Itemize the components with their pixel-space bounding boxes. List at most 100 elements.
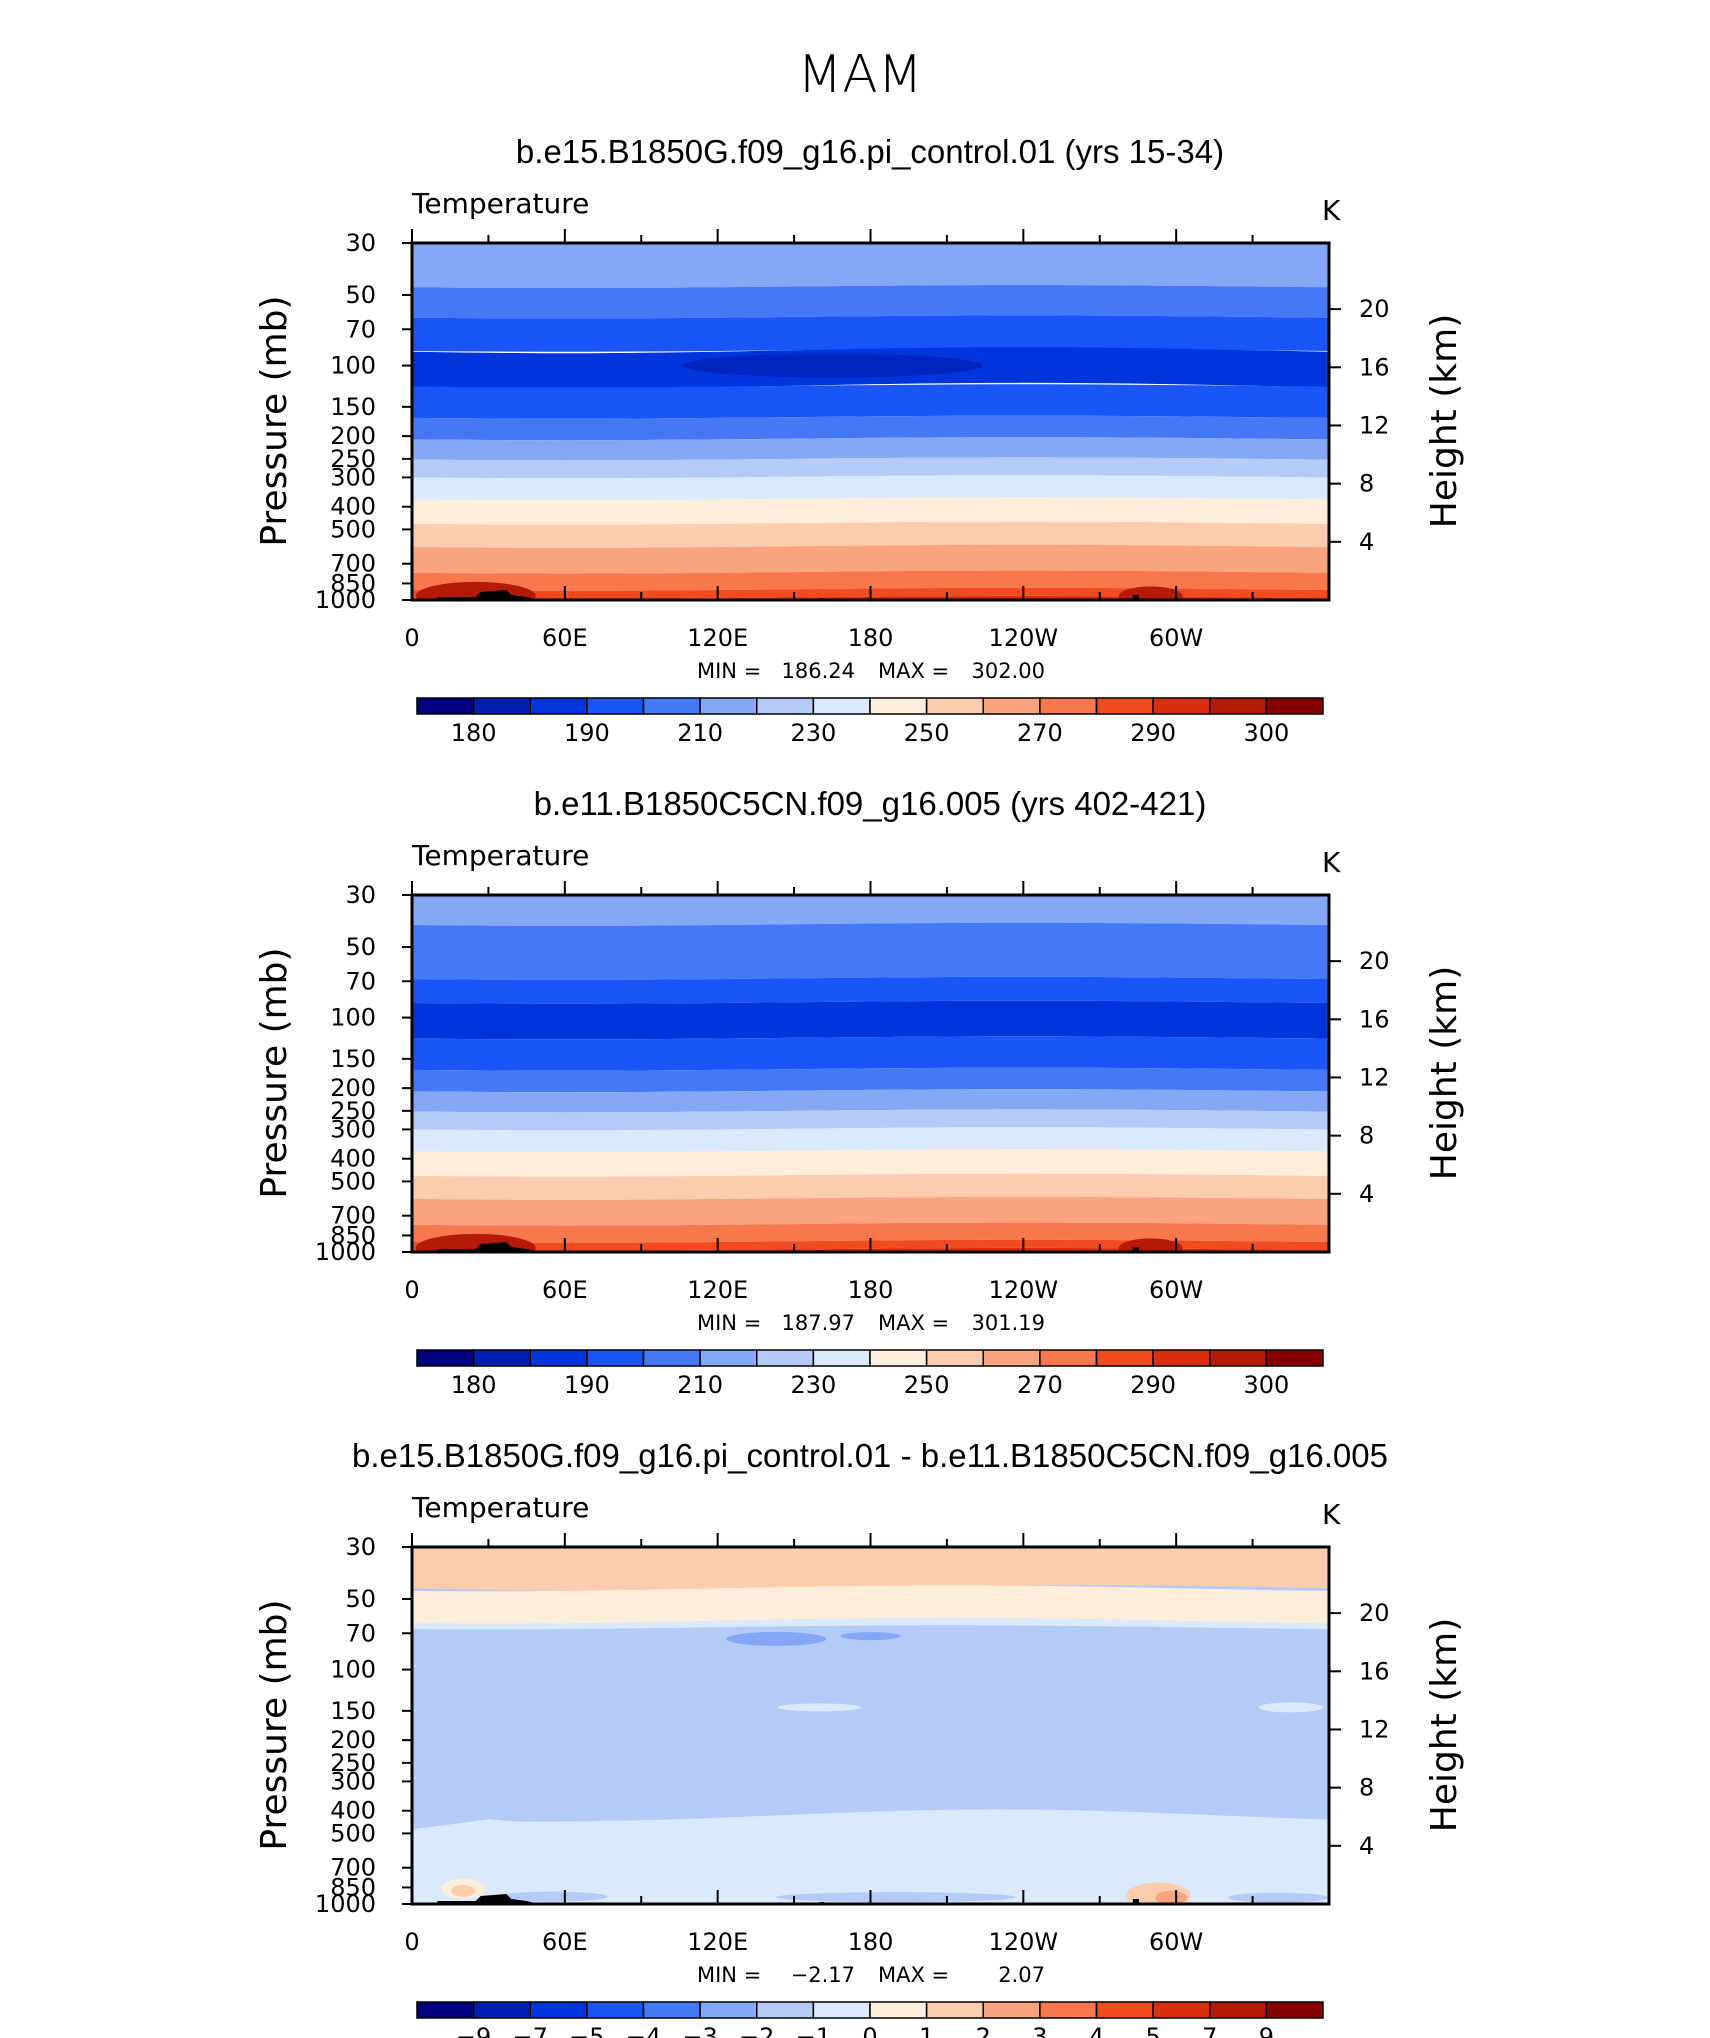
x-axis-top-ticks xyxy=(411,229,1254,243)
min-value: 186.24 xyxy=(782,659,855,683)
y-axis-right: 20 16 12 8 4 xyxy=(1329,947,1390,1208)
y-tick-label: 850 xyxy=(330,569,376,597)
contour-band xyxy=(412,570,1329,591)
colorbar-label: 4 xyxy=(1089,2023,1104,2038)
y-tick-label: 150 xyxy=(330,393,376,421)
terrain xyxy=(1132,1899,1139,1904)
panel-title: b.e15.B1850G.f09_g16.pi_control.01 (yrs … xyxy=(516,133,1224,170)
contour-band xyxy=(412,1149,1329,1177)
x-tick-label: 120W xyxy=(989,1928,1059,1956)
y-right-tick-label: 4 xyxy=(1359,1832,1374,1860)
colorbar-label: 300 xyxy=(1243,719,1289,747)
contour-band xyxy=(412,285,1329,319)
x-tick-label: 0 xyxy=(404,1276,419,1304)
contour-patch xyxy=(1258,1702,1323,1713)
y-axis-right: 20 16 12 8 4 xyxy=(1329,1599,1390,1860)
max-label: MAX = xyxy=(878,1963,949,1987)
colorbar: 180 190 210 230 250 270 290 300 xyxy=(416,697,1324,747)
colorbar-swatch xyxy=(699,697,758,715)
colorbar-label: 1 xyxy=(919,2023,934,2038)
x-tick-label: 60E xyxy=(542,624,588,652)
colorbar-label: 180 xyxy=(451,1371,497,1399)
contour-band xyxy=(412,1617,1329,1630)
variable-label: Temperature xyxy=(411,1491,589,1524)
y-right-tick-label: 12 xyxy=(1359,1715,1390,1743)
y-tick-label: 70 xyxy=(345,967,376,995)
colorbar-swatch xyxy=(699,1349,758,1367)
contour-patch xyxy=(1228,1892,1329,1903)
y-tick-label: 30 xyxy=(345,1533,376,1561)
contour-patch xyxy=(840,1632,901,1641)
colorbar-swatch xyxy=(925,2001,984,2019)
contour-band xyxy=(412,1196,1329,1226)
x-axis-top-ticks xyxy=(411,1533,1254,1547)
colorbar-swatch xyxy=(1095,2001,1154,2019)
contour-band xyxy=(412,315,1329,352)
colorbar-label: 190 xyxy=(564,719,610,747)
contour-band xyxy=(412,976,1329,1004)
panel-control: b.e15.B1850G.f09_g16.pi_control.01 (yrs … xyxy=(254,133,1465,747)
y-tick-label: 500 xyxy=(330,1167,376,1195)
contour-patch xyxy=(497,1891,608,1902)
contour-patch xyxy=(777,1703,862,1712)
colorbar-swatch xyxy=(472,2001,531,2019)
contour-band xyxy=(412,1109,1329,1131)
contour-band xyxy=(412,243,1329,288)
x-axis: 0 60E 120E 180 120W 60W xyxy=(404,1890,1254,1956)
min-value: −2.17 xyxy=(791,1963,855,1987)
colorbar-swatch xyxy=(529,2001,588,2019)
y-tick-label: 1000 xyxy=(315,1890,376,1918)
colorbar-swatch xyxy=(982,2001,1041,2019)
y-tick-label: 150 xyxy=(330,1045,376,1073)
x-tick-label: 120E xyxy=(687,1928,748,1956)
y-tick-label: 70 xyxy=(345,315,376,343)
x-tick-label: 60E xyxy=(542,1276,588,1304)
y-tick-label: 100 xyxy=(330,1004,376,1032)
colorbar-swatch xyxy=(642,697,701,715)
surface-warm xyxy=(1118,1238,1183,1252)
y-tick-label: 400 xyxy=(330,1145,376,1173)
y-tick-label: 200 xyxy=(330,1074,376,1102)
colorbar-label: 7 xyxy=(1202,2023,1217,2038)
y-right-tick-label: 20 xyxy=(1359,947,1390,975)
y-tick-label: 200 xyxy=(330,1726,376,1754)
y-axis-label: Pressure (mb) xyxy=(254,1599,295,1850)
y-axis-right: 20 16 12 8 4 xyxy=(1329,295,1390,556)
colorbar-swatch xyxy=(416,2001,475,2019)
colorbar-label: 190 xyxy=(564,1371,610,1399)
colorbar-label: 230 xyxy=(790,1371,836,1399)
colorbar-label: 290 xyxy=(1130,1371,1176,1399)
colorbar-swatch xyxy=(982,697,1041,715)
y-tick-label: 300 xyxy=(330,1767,376,1795)
colorbar-label: 210 xyxy=(677,1371,723,1399)
colorbar-swatch xyxy=(812,2001,871,2019)
y-tick-label: 500 xyxy=(330,515,376,543)
colorbar-swatch xyxy=(642,1349,701,1367)
colorbar-label: −1 xyxy=(796,2023,831,2038)
colorbar-swatch xyxy=(699,2001,758,2019)
variable-label: Temperature xyxy=(411,839,589,872)
contour-band xyxy=(412,475,1329,501)
colorbar-swatch xyxy=(812,697,871,715)
y-tick-label: 700 xyxy=(330,550,376,578)
colorbar-swatch xyxy=(1209,2001,1268,2019)
colorbar-swatch xyxy=(529,1349,588,1367)
contour-band xyxy=(412,1547,1329,1592)
y-right-tick-label: 4 xyxy=(1359,528,1374,556)
contour-band xyxy=(412,497,1329,525)
colorbar-swatch xyxy=(756,2001,815,2019)
contour-band xyxy=(412,437,1329,461)
colorbar-swatch xyxy=(1152,1349,1211,1367)
colorbar-label: −5 xyxy=(569,2023,604,2038)
min-label: MIN = xyxy=(697,1963,761,1987)
contour-band xyxy=(412,895,1329,926)
x-tick-label: 180 xyxy=(848,624,894,652)
x-tick-label: 120E xyxy=(687,624,748,652)
x-tick-label: 60W xyxy=(1149,624,1203,652)
colorbar-swatch xyxy=(586,1349,645,1367)
contour-band xyxy=(412,1809,1329,1904)
colorbar-swatch xyxy=(812,1349,871,1367)
y-tick-label: 50 xyxy=(345,281,376,309)
cold-core xyxy=(682,353,983,378)
